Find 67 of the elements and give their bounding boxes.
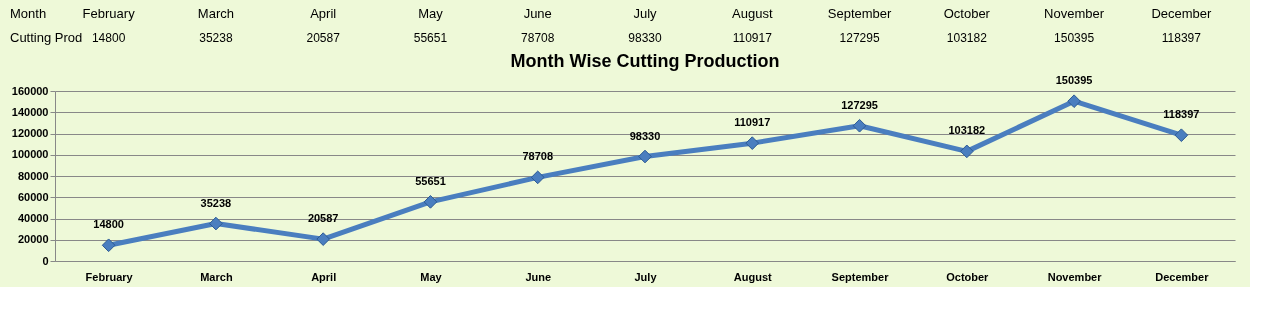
data-label: 110917 <box>734 116 771 129</box>
data-label: 55651 <box>415 174 446 187</box>
x-tick-label: October <box>946 270 990 283</box>
point <box>1174 128 1189 143</box>
text: Cutting Prod <box>10 30 83 45</box>
point <box>101 238 116 253</box>
x-tick-label: July <box>634 270 658 283</box>
point <box>852 118 867 133</box>
data-label: 78708 <box>521 31 555 45</box>
x-tick-label: December <box>1155 270 1210 283</box>
y-tick-label: 140000 <box>11 105 49 118</box>
data-label: 103182 <box>948 124 986 137</box>
y-tick-label: 20000 <box>17 233 49 246</box>
category-label: July <box>633 6 658 21</box>
category-label: August <box>732 6 773 21</box>
data-label: 118397 <box>1161 31 1202 45</box>
data-label: 127295 <box>841 98 878 111</box>
x-tick-label: November <box>1047 270 1103 283</box>
x-tick-label: September <box>831 270 890 283</box>
data-label: 118397 <box>1163 108 1200 121</box>
data-label: 78708 <box>522 150 554 163</box>
data-label: 110917 <box>732 31 773 45</box>
x-tick-label: June <box>525 270 552 283</box>
category-label: December <box>1151 6 1213 21</box>
category-label: April <box>310 6 337 21</box>
chart-title: Month Wise Cutting Production <box>510 51 780 72</box>
point <box>423 195 438 209</box>
category-label: May <box>418 6 444 21</box>
data-label: 55651 <box>413 31 448 45</box>
y-tick-label: 120000 <box>11 127 49 139</box>
y-tick-label: 100000 <box>11 148 49 161</box>
category-label: October <box>943 6 991 21</box>
category-label: September <box>827 6 893 21</box>
point <box>1067 94 1081 109</box>
y-tick-label: 60000 <box>17 190 49 203</box>
x-tick-label: March <box>200 270 233 283</box>
y-tick-label: 80000 <box>17 169 49 182</box>
data-label: 98330 <box>629 129 661 142</box>
x-tick-label: April <box>311 270 337 283</box>
data-label: 14800 <box>93 218 124 231</box>
y-tick-label: 40000 <box>17 212 49 224</box>
x-tick-label: August <box>733 270 773 283</box>
y-tick-label: 0 <box>42 254 49 267</box>
x-tick-label: February <box>85 270 134 283</box>
data-label: 150395 <box>1055 74 1093 87</box>
data-label: 35238 <box>200 196 232 209</box>
point <box>745 136 760 150</box>
data-label: 103182 <box>946 31 988 45</box>
data-label: 20587 <box>306 31 341 45</box>
data-label: 20587 <box>307 212 339 225</box>
data-label: 127295 <box>839 31 880 45</box>
data-label: 98330 <box>628 31 663 45</box>
data-label: 150395 <box>1054 31 1095 45</box>
data-label: 35238 <box>199 31 233 45</box>
category-label: June <box>523 6 552 21</box>
category-label: March <box>197 6 234 21</box>
point <box>959 144 974 159</box>
category-label: February <box>82 6 136 21</box>
data-label: 14800 <box>91 31 126 45</box>
y-tick-label: 160000 <box>11 84 49 97</box>
point <box>530 170 545 185</box>
point <box>316 232 331 246</box>
text: Month <box>10 6 47 21</box>
point <box>209 216 223 231</box>
point <box>638 149 652 164</box>
category-label: November <box>1044 6 1105 21</box>
x-tick-label: May <box>420 270 443 283</box>
